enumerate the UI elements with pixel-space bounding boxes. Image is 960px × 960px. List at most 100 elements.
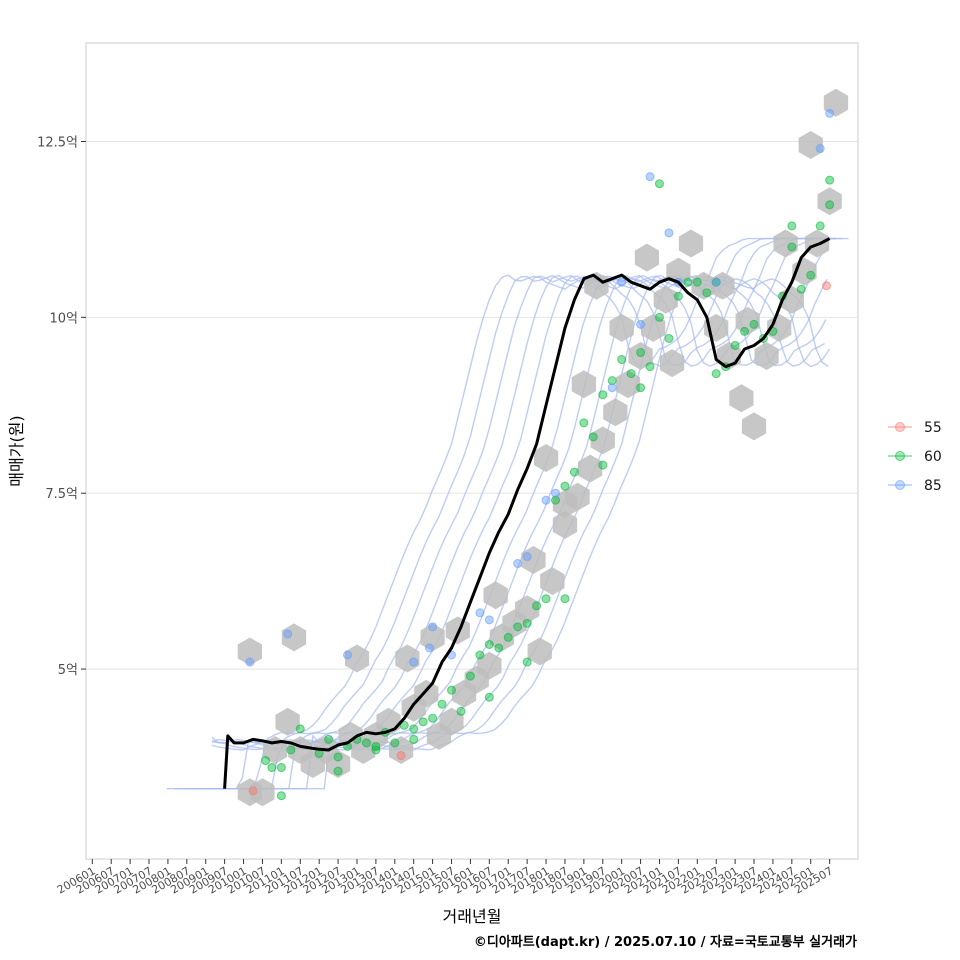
legend-key-point [895, 480, 905, 490]
data-point-60 [749, 319, 759, 329]
data-point-85 [343, 650, 353, 660]
hex-bin [250, 778, 275, 807]
hex-bin [691, 271, 716, 300]
data-point-60 [730, 340, 740, 350]
data-point-85 [711, 277, 721, 287]
data-point-60 [503, 632, 513, 642]
data-point-60 [456, 706, 466, 716]
y-tick-label: 12.5억 [37, 135, 78, 150]
hex-bin [420, 623, 445, 652]
hex-bin [653, 285, 678, 314]
data-point-85 [475, 608, 485, 618]
data-point-60 [702, 288, 712, 298]
data-point-60 [683, 277, 693, 287]
hex-bin [533, 444, 559, 472]
hex-bin [477, 651, 502, 680]
data-point-60 [286, 745, 296, 755]
data-point-85 [513, 559, 523, 569]
y-axis-title: 매매가(원) [7, 415, 26, 486]
data-point-85 [636, 319, 646, 329]
data-point-60 [475, 650, 485, 660]
hex-bin [395, 644, 420, 673]
data-point-60 [673, 291, 683, 301]
hex-bin [741, 412, 767, 441]
legend: 55 60 85 [888, 420, 942, 494]
legend-key-point [895, 451, 905, 461]
hex-bin [660, 349, 685, 378]
legend-key-point [895, 422, 905, 432]
caption: ©디아파트(dapt.kr) / 2025.07.10 / 자료=국토교통부 실… [474, 934, 857, 950]
data-point-60 [626, 369, 636, 379]
hex-bin [590, 426, 615, 455]
data-point-85 [664, 228, 674, 238]
data-point-85 [409, 657, 419, 667]
data-point-60 [787, 242, 797, 252]
hex-bin [798, 131, 823, 159]
density-contour [211, 237, 836, 751]
data-point-55 [821, 281, 831, 291]
hex-bin [609, 313, 634, 342]
legend-label: 60 [924, 449, 942, 465]
legend-label: 55 [924, 420, 942, 436]
data-point-60 [484, 692, 494, 702]
data-point-60 [409, 734, 419, 744]
data-point-60 [588, 432, 598, 442]
data-point-85 [484, 615, 494, 625]
data-point-60 [522, 657, 532, 667]
data-point-60 [522, 618, 532, 628]
data-point-60 [654, 312, 664, 322]
data-point-60 [569, 467, 579, 477]
trend-polyline [223, 237, 831, 789]
hex-bin [281, 623, 307, 652]
data-point-85 [424, 643, 434, 653]
data-point-60 [418, 717, 428, 727]
hex-bin [237, 637, 262, 666]
data-point-60 [692, 277, 702, 287]
hex-bin [754, 342, 779, 370]
data-point-60 [598, 390, 608, 400]
data-point-60 [333, 766, 343, 776]
data-point-60 [740, 326, 750, 336]
hex-bin [628, 342, 653, 370]
data-point-60 [825, 200, 835, 210]
data-point-85 [522, 552, 532, 562]
data-point-60 [560, 481, 570, 491]
data-point-60 [787, 221, 797, 231]
data-point-60 [267, 763, 277, 773]
data-point-60 [447, 685, 457, 695]
data-point-85 [541, 495, 551, 505]
hex-bin [344, 644, 370, 673]
hex-bin [483, 581, 508, 610]
data-point-60 [399, 720, 409, 730]
trend-line [223, 237, 831, 789]
data-point-85 [245, 657, 255, 667]
data-point-60 [617, 355, 627, 365]
hex-bin [678, 229, 704, 258]
data-point-60 [333, 752, 343, 762]
data-point-85 [617, 277, 627, 287]
data-point-60 [409, 724, 419, 734]
hex-bin [439, 707, 464, 736]
hex-bin [615, 370, 641, 399]
data-point-85 [607, 383, 617, 393]
hex-bin [414, 679, 439, 708]
data-point-85 [825, 108, 835, 118]
data-point-85 [283, 629, 293, 639]
data-point-60 [276, 763, 286, 773]
hex-bin [817, 187, 842, 216]
hex-bin [710, 271, 735, 300]
data-point-60 [361, 738, 371, 748]
data-point-60 [532, 601, 542, 611]
data-point-60 [654, 179, 664, 189]
data-point-85 [645, 172, 655, 182]
y-tick-label: 5억 [58, 663, 78, 678]
data-point-60 [711, 369, 721, 379]
data-point-60 [261, 756, 271, 766]
data-point-55 [248, 786, 258, 796]
legend-label: 85 [924, 478, 942, 494]
data-point-60 [484, 639, 494, 649]
hex-bin [389, 736, 414, 764]
data-point-60 [494, 643, 504, 653]
hex-bin [326, 750, 351, 778]
